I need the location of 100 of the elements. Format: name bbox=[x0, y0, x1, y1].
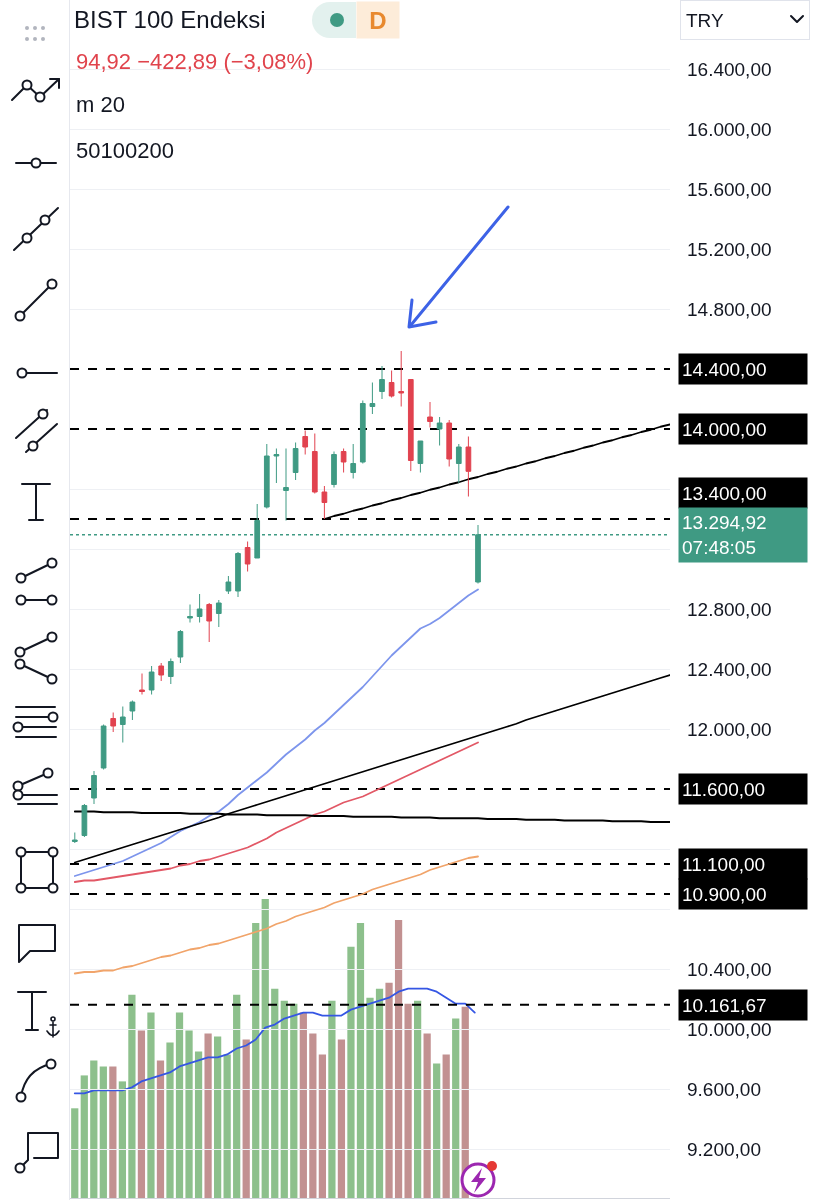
line-series bbox=[73, 855, 479, 975]
candlestick bbox=[369, 382, 376, 415]
bar bbox=[242, 1039, 250, 1198]
y-tick-label: 10.000,00 bbox=[687, 1018, 772, 1040]
bar bbox=[233, 994, 241, 1198]
bar bbox=[290, 1003, 298, 1198]
candlestick bbox=[359, 400, 366, 464]
bar bbox=[214, 1036, 222, 1198]
candlestick bbox=[225, 575, 232, 595]
candlestick bbox=[119, 706, 126, 743]
ref-line-label: 11.100,00 bbox=[682, 853, 766, 875]
ref-line-label: 14.000,00 bbox=[682, 418, 767, 440]
bar bbox=[223, 1054, 231, 1198]
candlestick bbox=[379, 365, 385, 400]
candlestick bbox=[331, 451, 337, 488]
candlestick bbox=[407, 379, 414, 472]
candlestick bbox=[263, 443, 270, 509]
bar bbox=[118, 1081, 126, 1198]
candlestick bbox=[388, 370, 395, 398]
bar bbox=[375, 988, 384, 1198]
candlestick bbox=[311, 433, 318, 494]
ref-line-label: 11.600,00 bbox=[682, 778, 766, 800]
bar bbox=[204, 1033, 212, 1198]
candlestick bbox=[398, 350, 405, 407]
bar bbox=[194, 1051, 203, 1198]
ref-line-label: 13.400,00 bbox=[682, 482, 767, 504]
ref-line-label: 13.294,92 07:48:05 bbox=[682, 512, 767, 558]
bar bbox=[452, 1018, 460, 1198]
bar bbox=[71, 1108, 79, 1198]
candlestick bbox=[350, 443, 357, 479]
text: TRY bbox=[686, 9, 724, 31]
annotation: D bbox=[369, 6, 387, 34]
bar bbox=[252, 922, 260, 1198]
y-tick-label: 16.000,00 bbox=[687, 118, 772, 140]
candlestick bbox=[273, 448, 280, 484]
bar bbox=[109, 1066, 117, 1198]
bar bbox=[280, 1000, 288, 1198]
y-tick-label: 12.400,00 bbox=[687, 658, 772, 680]
y-tick-label: 10.400,00 bbox=[687, 958, 772, 980]
bar bbox=[394, 919, 403, 1198]
candlestick bbox=[177, 629, 184, 664]
line-series bbox=[73, 741, 479, 883]
bar bbox=[175, 1012, 184, 1198]
bar bbox=[156, 1060, 165, 1198]
annotation: m 20 bbox=[76, 92, 125, 117]
bar bbox=[166, 1042, 174, 1198]
bar bbox=[128, 994, 136, 1198]
bar bbox=[347, 946, 355, 1198]
ref-line-label: 10.900,00 bbox=[682, 883, 767, 905]
candlestick bbox=[455, 443, 462, 484]
bar bbox=[328, 1000, 336, 1198]
text: 94,92 −422,89 (−3,08%) bbox=[76, 49, 314, 74]
bar bbox=[80, 1075, 88, 1198]
candlestick bbox=[235, 551, 241, 598]
candlestick bbox=[283, 448, 289, 521]
bar bbox=[433, 1063, 441, 1198]
candlestick bbox=[167, 658, 174, 685]
y-tick-label: 9.600,00 bbox=[687, 1078, 761, 1100]
bar bbox=[404, 1003, 412, 1198]
bar bbox=[271, 988, 279, 1198]
candlestick bbox=[158, 662, 165, 682]
bar bbox=[261, 899, 269, 1198]
candlestick bbox=[292, 442, 299, 481]
y-tick-label: 14.800,00 bbox=[687, 298, 772, 320]
candlestick bbox=[110, 712, 117, 733]
candlestick bbox=[81, 803, 88, 838]
line-series bbox=[73, 674, 670, 864]
y-tick-label: 12.800,00 bbox=[687, 598, 772, 620]
candlestick bbox=[206, 602, 213, 643]
bar bbox=[137, 1030, 146, 1198]
y-tick-label: 12.000,00 bbox=[687, 718, 772, 740]
bar bbox=[423, 1033, 431, 1198]
ref-line-label: 10.161,67 bbox=[682, 994, 767, 1016]
bar bbox=[185, 1030, 193, 1198]
bar bbox=[309, 1033, 317, 1198]
bar bbox=[147, 1012, 155, 1198]
chart-title: BIST 100 Endeksi bbox=[74, 6, 266, 34]
bar bbox=[299, 1012, 307, 1198]
candlestick bbox=[340, 448, 347, 473]
bar bbox=[385, 982, 393, 1198]
candlestick bbox=[187, 604, 193, 623]
candlestick bbox=[196, 593, 203, 623]
ref-line-label: 14.400,00 bbox=[682, 358, 767, 380]
candlestick bbox=[417, 440, 424, 473]
bar bbox=[414, 1000, 422, 1198]
candlestick bbox=[436, 416, 443, 446]
bar bbox=[337, 1039, 346, 1198]
candlestick bbox=[129, 700, 136, 721]
candlestick bbox=[71, 832, 78, 844]
candlestick bbox=[91, 770, 97, 805]
bar bbox=[99, 1066, 107, 1198]
candlestick bbox=[100, 724, 107, 770]
candlestick bbox=[302, 430, 309, 455]
candlestick bbox=[427, 401, 433, 428]
candlestick bbox=[465, 436, 472, 497]
bar bbox=[318, 1054, 326, 1198]
candlestick bbox=[148, 665, 155, 695]
candlestick bbox=[446, 419, 453, 467]
candlestick bbox=[215, 599, 222, 628]
candlestick bbox=[321, 485, 328, 520]
